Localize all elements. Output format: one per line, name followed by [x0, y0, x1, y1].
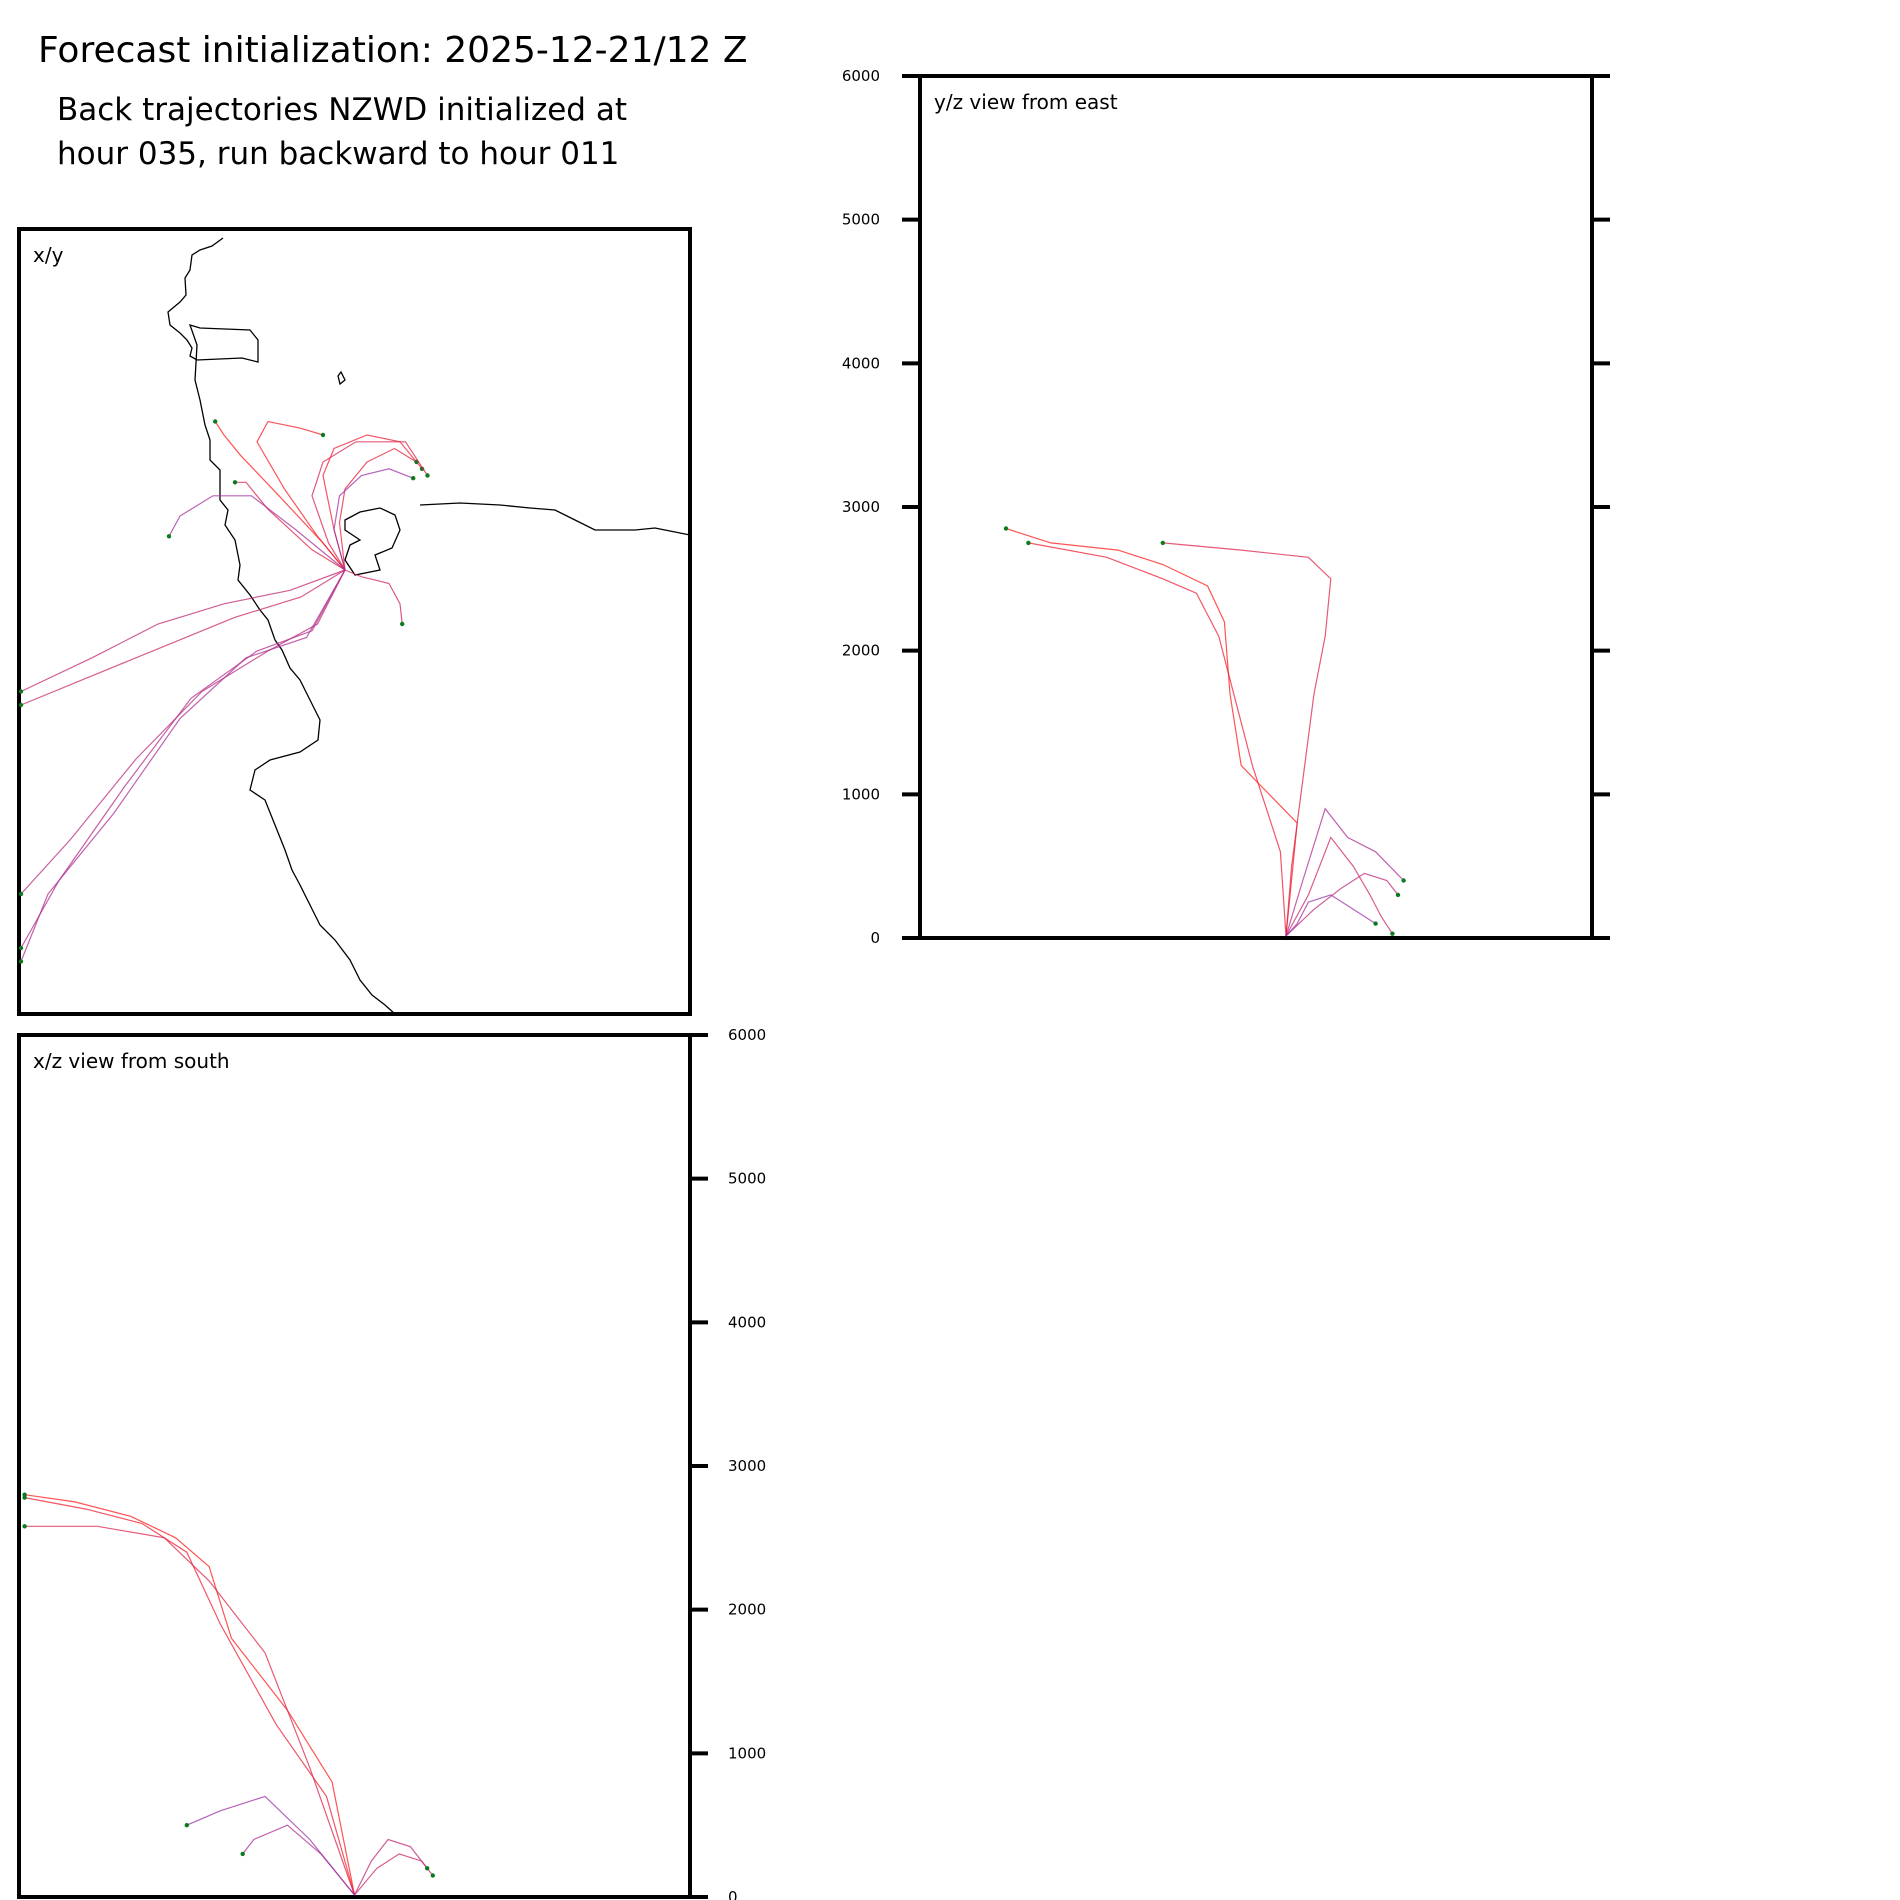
yaxis-ticks-2: 0 1000 2000 3000 4000 5000 6000 — [842, 67, 1610, 947]
ytick-label-3000: 3000 — [842, 498, 880, 516]
trajectory-start-marker-traj-b — [1160, 540, 1166, 546]
ytick-label-6000: 6000 — [842, 67, 880, 85]
subtitle-line-2: hour 035, run backward to hour 011 — [57, 136, 620, 172]
trajectory-line-traj-b — [256, 420, 346, 571]
trajectory-line-traj-j — [20, 569, 346, 895]
trajectory-start-marker-traj-h — [18, 702, 24, 708]
coastline-inlet — [344, 507, 401, 576]
coastline-east — [419, 502, 691, 536]
trajectory-start-marker-traj-m — [166, 534, 172, 539]
trajectory-line-traj-h — [1005, 527, 1298, 937]
trajectory-line-traj-j — [24, 1525, 356, 1896]
figure-title: Forecast initialization: 2025-12-21/12 Z — [38, 30, 748, 71]
trajectory-line-traj-f — [311, 441, 429, 571]
trajectory-start-marker-traj-n — [411, 476, 416, 481]
ytick-label-0: 0 — [728, 1888, 738, 1900]
series-group-2 — [1003, 526, 1406, 937]
trajectory-start-marker-traj-m — [184, 1823, 189, 1828]
yaxis-ticks-3: 0 1000 2000 3000 4000 5000 6000 — [690, 1026, 766, 1900]
ytick-label-1000: 1000 — [842, 785, 880, 803]
coastline-island — [337, 370, 346, 386]
xz-panel-frame — [17, 1033, 692, 1899]
ytick-label-3000: 3000 — [728, 1457, 766, 1475]
trajectory-line-traj-k — [1028, 542, 1287, 937]
trajectory-start-marker-traj-g — [400, 621, 405, 627]
ytick-label-2000: 2000 — [728, 1601, 766, 1619]
xz-panel: x/z view from south — [17, 1033, 692, 1899]
trajectory-start-marker-traj-g — [1373, 921, 1378, 926]
trajectory-line-traj-e — [235, 481, 346, 571]
xy-panel: x/y — [17, 227, 692, 1016]
trajectory-start-marker-traj-d — [425, 1866, 430, 1871]
trajectory-line-traj-d — [1285, 872, 1399, 937]
ytick-label-2000: 2000 — [842, 642, 880, 660]
trajectory-line-traj-m — [186, 1795, 355, 1896]
yz-panel-label: y/z view from east — [934, 90, 1118, 114]
trajectory-line-traj-d — [338, 447, 417, 571]
coastline-main — [167, 237, 396, 1015]
trajectory-start-marker-traj-k — [18, 945, 24, 951]
trajectory-start-marker-traj-l — [18, 959, 24, 964]
series-group-1 — [18, 419, 430, 964]
chart-marks: 0 1000 2000 3000 4000 5000 6000 0 1000 2000 3000 40… — [18, 67, 1610, 1900]
xz-panel-label: x/z view from south — [33, 1049, 230, 1073]
xy-panel-frame — [17, 227, 692, 1016]
trajectory-start-marker-traj-f — [1401, 878, 1406, 883]
yz-panel-frame — [918, 74, 1594, 940]
trajectory-line-traj-g — [1285, 894, 1376, 937]
ytick-label-5000: 5000 — [842, 211, 880, 229]
trajectory-line-traj-m — [168, 495, 346, 571]
trajectory-line-traj-i — [24, 1497, 356, 1896]
trajectory-line-traj-b — [1162, 542, 1332, 937]
trajectory-line-traj-g — [344, 569, 403, 625]
trajectory-start-marker-traj-k — [1026, 540, 1031, 546]
ytick-label-4000: 4000 — [728, 1313, 766, 1331]
trajectory-start-marker-traj-c — [1390, 931, 1395, 936]
series-group-3 — [22, 1492, 435, 1896]
trajectory-start-marker-traj-h — [1003, 526, 1009, 531]
figure-subtitle: Back trajectories NZWD initialized at ho… — [57, 88, 757, 176]
trajectory-line-traj-f — [1285, 807, 1405, 937]
ytick-label-0: 0 — [870, 929, 880, 947]
trajectory-start-marker-traj-i — [22, 1495, 27, 1500]
trajectory-line-traj-l — [20, 569, 346, 962]
ytick-label-5000: 5000 — [728, 1170, 766, 1188]
trajectory-start-marker-traj-a — [213, 419, 218, 424]
trajectory-line-traj-i — [20, 569, 346, 693]
yz-panel: y/z view from east — [918, 74, 1594, 940]
trajectory-line-traj-h — [24, 1494, 356, 1896]
trajectory-line-traj-c — [1285, 836, 1393, 937]
trajectory-line-traj-d — [353, 1838, 428, 1896]
ytick-label-1000: 1000 — [728, 1744, 766, 1762]
subtitle-line-1: Back trajectories NZWD initialized at — [57, 92, 627, 128]
trajectory-start-marker-traj-f — [425, 473, 430, 478]
trajectory-start-marker-traj-b — [320, 432, 326, 438]
trajectory-start-marker-traj-e — [232, 480, 238, 485]
trajectory-line-traj-n — [333, 468, 414, 571]
trajectory-line-traj-h — [20, 569, 346, 706]
xy-panel-label: x/y — [33, 243, 64, 267]
coastline — [167, 237, 691, 1015]
trajectory-start-marker-traj-i — [18, 689, 24, 694]
trajectory-start-marker-traj-c — [430, 1873, 435, 1878]
trajectory-start-marker-traj-j — [18, 891, 24, 897]
trajectory-start-marker-traj-d — [1395, 892, 1401, 898]
ytick-label-6000: 6000 — [728, 1026, 766, 1044]
trajectory-start-marker-traj-j — [22, 1524, 27, 1529]
ytick-label-4000: 4000 — [842, 354, 880, 372]
trajectory-start-marker-traj-e — [240, 1851, 245, 1857]
